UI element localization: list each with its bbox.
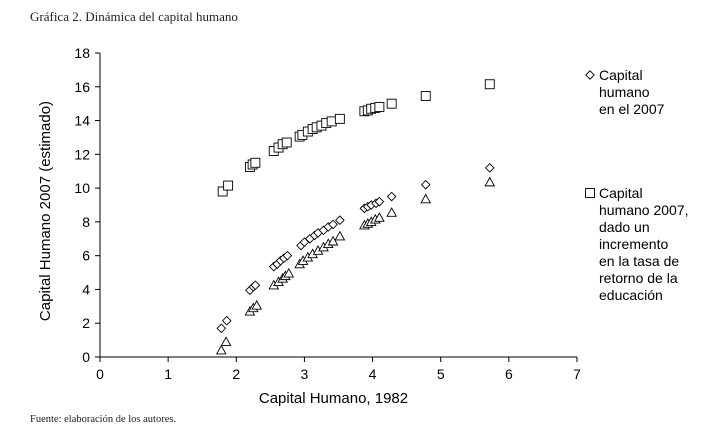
x-tick-label: 6 <box>505 366 513 382</box>
x-tick-label: 4 <box>369 366 377 382</box>
y-tick-label: 8 <box>82 214 90 230</box>
figure-title: Gráfica 2. Dinámica del capital humano <box>30 9 238 24</box>
diamond-point <box>216 323 227 334</box>
triangle-point <box>420 193 432 204</box>
legend-label-line: Capital <box>599 67 643 83</box>
diamond-point <box>328 219 338 230</box>
triangle-point <box>386 207 398 217</box>
triangle-point <box>220 336 232 346</box>
square-point <box>223 180 234 191</box>
x-tick-label: 3 <box>301 366 309 382</box>
y-tick-label: 14 <box>74 113 90 129</box>
square-point <box>250 157 261 168</box>
legend-diamond-marker <box>585 70 595 80</box>
legend-label-line: incremento <box>599 236 668 252</box>
y-axis-title: Capital Humano 2007 (estimado) <box>37 101 54 321</box>
legend-label-line: dado un <box>599 219 650 235</box>
triangle-point <box>334 230 346 241</box>
x-tick-label: 0 <box>96 366 104 382</box>
triangle-point <box>374 212 385 222</box>
diamond-point <box>374 196 385 207</box>
diamond-point <box>282 250 293 261</box>
y-tick-label: 18 <box>74 45 90 61</box>
x-tick-label: 7 <box>573 366 581 382</box>
legend-label-line: Capital <box>599 185 643 201</box>
diamond-point <box>335 215 345 226</box>
y-tick-label: 0 <box>82 349 90 365</box>
x-axis-title: Capital Humano, 1982 <box>259 390 408 407</box>
x-tick-label: 1 <box>164 366 172 382</box>
y-tick-label: 4 <box>82 281 90 297</box>
triangle-point <box>327 235 339 246</box>
legend-label-line: en el 2007 <box>599 101 665 117</box>
legend-label-line: retorno de la <box>599 270 678 286</box>
x-tick-label: 2 <box>232 366 240 382</box>
y-tick-label: 6 <box>82 248 90 264</box>
y-tick-label: 16 <box>74 79 90 95</box>
square-point <box>484 79 495 90</box>
square-point <box>326 116 337 127</box>
diamond-point <box>484 163 495 173</box>
data-points <box>215 79 496 355</box>
legend-label-line: humano 2007, <box>599 202 689 218</box>
square-point <box>374 102 385 112</box>
square-point <box>281 137 292 148</box>
y-tick-label: 10 <box>74 180 90 196</box>
triangle-point <box>283 267 295 278</box>
triangle-point <box>484 176 496 187</box>
triangle-point <box>215 344 227 355</box>
figure-source: Fuente: elaboración de los autores. <box>30 414 177 425</box>
legend-square-marker <box>585 188 595 198</box>
diamond-point <box>420 179 431 190</box>
square-point <box>386 98 397 109</box>
diamond-point <box>386 191 397 202</box>
triangle-point <box>251 299 263 310</box>
x-tick-label: 5 <box>437 366 445 382</box>
legend-label-line: en la tasa de <box>599 253 679 269</box>
diamond-point <box>250 280 261 291</box>
square-point <box>217 186 228 197</box>
y-tick-label: 12 <box>74 146 90 162</box>
square-point <box>420 91 431 102</box>
legend-label-line: educación <box>599 287 663 303</box>
y-tick-label: 2 <box>82 315 90 331</box>
diamond-point <box>221 315 232 326</box>
legend-label-line: humano <box>599 84 650 100</box>
square-point <box>334 113 345 124</box>
